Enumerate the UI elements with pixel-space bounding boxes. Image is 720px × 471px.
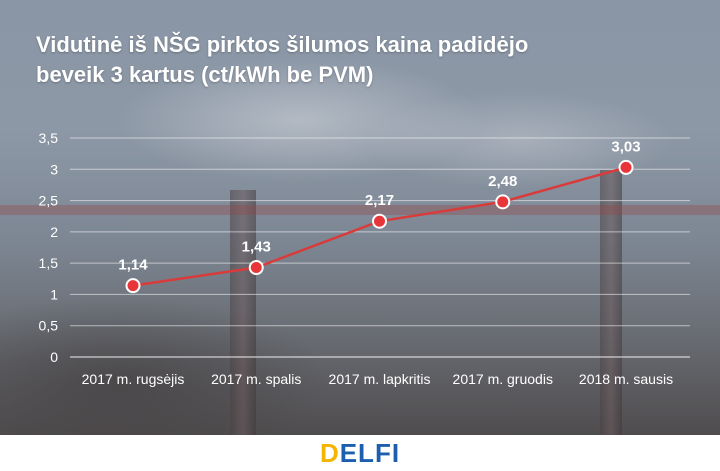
data-point: [125, 278, 141, 294]
x-axis-ticks: 2017 m. rugsėjis 2017 m. spalis 2017 m. la…: [82, 371, 673, 387]
y-tick-label: 2,5: [39, 193, 59, 209]
data-label: 2,48: [488, 173, 517, 190]
delfi-logo: DELFI: [320, 438, 400, 468]
logo-part-d: D: [319, 438, 340, 468]
footer: DELFI: [0, 435, 720, 471]
chart-title-line-1: Vidutinė iš NŠG pirktos šilumos kaina pa…: [36, 32, 529, 57]
x-tick-label: 2017 m. gruodis: [453, 371, 553, 387]
data-label: 1,14: [118, 257, 148, 274]
y-tick-label: 1,5: [39, 255, 59, 271]
data-label: 1,43: [242, 239, 271, 256]
gridlines: [70, 137, 690, 358]
y-tick-label: 0: [50, 349, 58, 365]
data-point: [618, 159, 634, 175]
y-tick-label: 3: [50, 161, 58, 177]
line-chart: 00,511,522,533,5 2017 m. rugsėjis 2017 m.…: [39, 130, 690, 387]
data-point: [248, 260, 264, 276]
data-label: 2,17: [365, 192, 394, 209]
y-tick-label: 3,5: [39, 130, 59, 146]
chart-title-line-2: beveik 3 kartus (ct/kWh be PVM): [36, 62, 374, 87]
x-tick-label: 2018 m. sausis: [579, 371, 673, 387]
data-point: [372, 213, 387, 229]
x-tick-label: 2017 m. rugsėjis: [82, 371, 185, 387]
y-tick-label: 1: [50, 286, 58, 302]
data-labels: 1,14 1,43 2,17 2,48 3,03: [118, 138, 640, 273]
y-tick-label: 0,5: [39, 318, 59, 334]
y-axis-ticks: 0 0,5 1 1,5 2 2,5 3 3,5: [39, 130, 59, 365]
series: [125, 159, 634, 294]
y-tick-label: 2: [50, 224, 58, 240]
logo-part-elfi: ELFI: [339, 438, 401, 468]
x-tick-label: 2017 m. spalis: [211, 371, 301, 387]
x-tick-label: 2017 m. lapkritis: [329, 371, 431, 387]
chart-title: Vidutinė iš NŠG pirktos šilumos kaina pa…: [36, 30, 528, 90]
data-point: [495, 194, 511, 210]
data-label: 3,03: [611, 138, 640, 155]
background-photo: [0, 0, 720, 435]
